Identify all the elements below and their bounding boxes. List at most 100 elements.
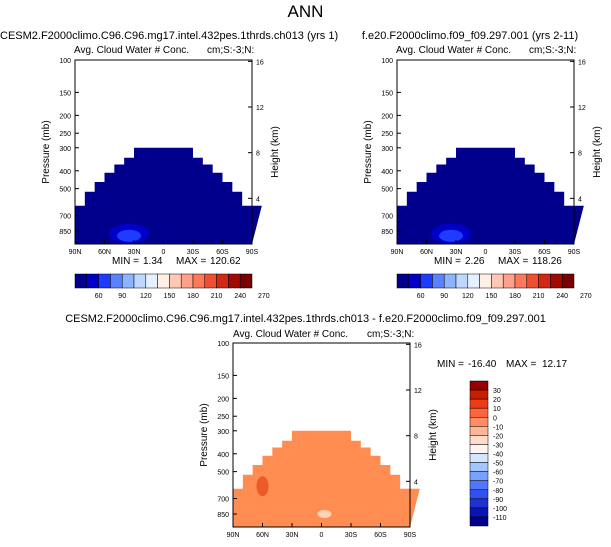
panel-3-y2tick-label: 4 [414, 479, 418, 486]
panel-3-colorbar-box [469, 471, 489, 481]
panel-2-ytick-label: 200 [381, 113, 393, 120]
panel-2-xtick-label: 90S [568, 249, 581, 256]
panel-1-colorbar-box [216, 273, 229, 289]
panel-1-colorbar-label: 210 [211, 293, 223, 300]
panel-2-ytick-label: 250 [381, 131, 393, 138]
panel-3-colorbar-label: -110 [493, 515, 507, 522]
panel-3-ylabel: Pressure (mb) [199, 403, 210, 466]
panel-1-blob-inner [117, 229, 142, 242]
panel-1-colorbar-box [133, 273, 147, 289]
panel-3-colorbar-box [469, 426, 489, 436]
panel-2-colorbar-label: 60 [417, 293, 425, 300]
panel-2-ytick-label: 850 [381, 229, 393, 236]
panel-2-colorbar-label: 180 [509, 293, 521, 300]
panel-3-xtick-label: 90S [404, 532, 417, 539]
panel-1-colorbar-box [157, 273, 170, 289]
panel-1-colorbar-box [192, 273, 206, 289]
panel-1-xtick-label: 0 [162, 249, 166, 256]
panel-3-subtitle-right: cm;S:-3;N: [367, 329, 415, 340]
panel-3-colorbar-box [469, 480, 489, 490]
panel-2-colorbar-box [408, 273, 421, 289]
panel-2-colorbar-label: 120 [462, 293, 474, 300]
panel-1-xtick-label: 90N [69, 249, 82, 256]
panel-2-colorbar-box [479, 273, 492, 289]
panel-2-stats-min: 2.26 [465, 256, 485, 267]
panel-1-ytick-label: 150 [59, 90, 71, 97]
panel-3-colorbar-label: -30 [493, 442, 503, 449]
panel-3-ytick-label: 150 [217, 373, 229, 380]
panel-3-ytick-label: 400 [217, 452, 229, 459]
panel-1-colorbar-label: 120 [140, 293, 152, 300]
panel-2-y2tick-label: 8 [578, 151, 582, 158]
panel-2-ytick-label: 300 [381, 146, 393, 153]
panel-2-colorbar-box [467, 273, 480, 289]
panel-3 [232, 342, 489, 528]
panel-2-colorbar-box [526, 273, 539, 289]
panel-2-xtick-label: 30S [509, 249, 522, 256]
panel-2-ytick-label: 150 [381, 90, 393, 97]
panel-2-xtick-label: 60S [538, 249, 551, 256]
figure-title: ANN [287, 2, 324, 21]
panel-2-ytick-label: 400 [381, 169, 393, 176]
panel-3-title: CESM2.F2000climo.C96.C96.mg17.intel.432p… [65, 313, 546, 325]
panel-3-ytick-label: 300 [217, 429, 229, 436]
panel-3-stats-min: -16.40 [468, 359, 497, 370]
panel-1-ytick-label: 100 [59, 58, 71, 65]
panel-3-stats-min-label: MIN = [437, 359, 464, 370]
panel-2-y2tick-label: 16 [578, 59, 586, 66]
panel-3-ytick-label: 500 [217, 470, 229, 477]
panel-3-stats-max: 12.17 [542, 359, 568, 370]
panel-1-colorbar-box [110, 273, 123, 289]
panel-2-colorbar-box [550, 273, 563, 289]
panel-1-stats-max-label: MAX = [176, 256, 207, 267]
panel-3-xtick-label: 60N [256, 532, 269, 539]
panel-3-colorbar-label: 30 [493, 388, 501, 395]
panel-3-colorbar-box [469, 444, 489, 454]
panel-2-y2tick-label: 4 [578, 196, 582, 203]
panel-1-colorbar-box [86, 273, 99, 289]
panel-3-ytick-label: 700 [217, 496, 229, 503]
panel-3-colorbar-box [469, 407, 489, 418]
panel-2-xtick-label: 30N [450, 249, 463, 256]
panel-1-ytick-label: 500 [59, 187, 71, 194]
panel-3-colorbar-label: 20 [493, 397, 501, 404]
panel-3-blob-light [317, 510, 332, 519]
panel-1-y2tick-label: 4 [256, 196, 260, 203]
panel-2-title: f.e20.F2000climo.f09_f09.297.001 (yrs 2-… [361, 30, 579, 42]
panel-3-ytick-label: 100 [217, 341, 229, 348]
panel-2-colorbar-box [502, 273, 516, 289]
panel-1-colorbar-label: 60 [95, 293, 103, 300]
panel-3-ytick-label: 250 [217, 414, 229, 421]
panel-3-ytick-label: 850 [217, 512, 229, 519]
panel-3-colorbar-label: -80 [493, 488, 503, 495]
panel-3-colorbar-box [469, 498, 489, 509]
panel-2-colorbar-box [455, 273, 469, 289]
panel-2-xtick-label: 60N [420, 249, 433, 256]
panel-1-ytick-label: 400 [59, 169, 71, 176]
panel-1-y2tick-label: 8 [256, 151, 260, 158]
panel-1-colorbar-box [74, 273, 88, 289]
panel-1-colorbar-box [121, 273, 135, 289]
panel-3-blob-dark [256, 476, 269, 497]
panel-3-stats-max-label: MAX = [506, 359, 537, 370]
panel-3-colorbar-box [469, 389, 489, 400]
panel-3-xtick-label: 0 [320, 532, 324, 539]
panel-1-ytick-label: 250 [59, 131, 71, 138]
panel-2-blob-inner [439, 229, 464, 242]
panel-3-xtick-label: 60S [374, 532, 387, 539]
panel-3-colorbar-box [469, 516, 489, 527]
panel-3-colorbar-box [469, 435, 489, 445]
panel-3-colorbar-label: -70 [493, 479, 503, 486]
panel-1-colorbar-label: 270 [258, 293, 270, 300]
panel-2-xtick-label: 0 [484, 249, 488, 256]
panel-3-colorbar-label: -20 [493, 433, 503, 440]
panel-3-colorbar-label: 0 [493, 415, 497, 422]
panel-3-colorbar-box [469, 453, 489, 463]
panel-3-colorbar-box [469, 417, 489, 427]
panel-1-colorbar-label: 150 [164, 293, 176, 300]
panel-1-y2tick-label: 16 [256, 59, 264, 66]
panel-2-y2label: Height (km) [592, 126, 603, 178]
panel-1-xtick-label: 30S [187, 249, 200, 256]
